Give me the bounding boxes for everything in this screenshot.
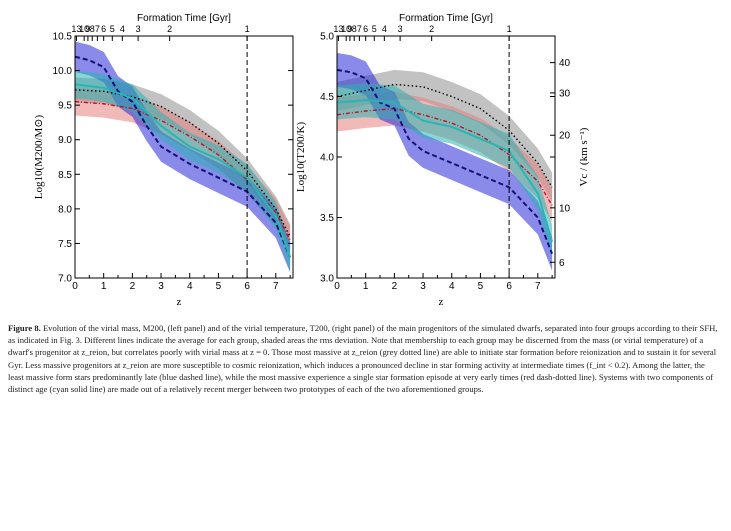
top-tick-label: 7 [95, 24, 100, 34]
x-tick-label: 5 [216, 281, 222, 292]
top-tick-label: 6 [363, 24, 368, 34]
x-axis-label: z [177, 296, 182, 308]
right-tick-label: 30 [559, 88, 571, 99]
top-tick-label: 2 [429, 24, 434, 34]
y-tick-label: 9.5 [58, 101, 72, 112]
axes-frame [74, 35, 294, 279]
right-tick-label: 10 [559, 203, 571, 214]
top-tick-label: 13 [333, 24, 343, 34]
y-axis-label: Log10(M200/M⊙) [33, 114, 45, 199]
x-tick-label: 6 [506, 281, 512, 292]
top-tick-label: 3 [398, 24, 403, 34]
plot-area [75, 41, 292, 273]
x-axis-label: z [439, 296, 444, 308]
top-tick-label: 9 [347, 24, 352, 34]
top-tick-label: 5 [372, 24, 377, 34]
x-tick-label: 1 [363, 281, 369, 292]
top-axis-label: Formation Time [Gyr] [137, 13, 231, 24]
top-tick-label: 10 [341, 24, 351, 34]
x-tick-label: 4 [449, 281, 455, 292]
caption-label: Figure 8. [8, 323, 41, 333]
top-tick-label: 10 [79, 24, 89, 34]
rms-band-red-dash-dotted [337, 91, 553, 223]
y-tick-label: 7.5 [58, 239, 72, 250]
y-tick-label: 9.0 [58, 135, 72, 146]
y-tick-label: 3.0 [320, 274, 334, 285]
top-tick-label: 1 [245, 24, 250, 34]
series-line-blue-dashed [75, 55, 292, 258]
right-tick-label: 6 [559, 258, 565, 269]
top-tick-label: 7 [357, 24, 362, 34]
top-axis-label: Formation Time [Gyr] [399, 13, 493, 24]
y-tick-label: 7.0 [58, 274, 72, 285]
x-tick-label: 4 [187, 281, 193, 292]
top-tick-label: 2 [167, 24, 172, 34]
series-line-grey-dotted [75, 89, 291, 237]
top-tick-label: 5 [110, 24, 115, 34]
top-tick-label: 6 [101, 24, 106, 34]
right-tick-label: 40 [559, 58, 571, 69]
series-line-blue-dashed [337, 68, 554, 255]
x-tick-label: 0 [72, 281, 78, 292]
y-tick-label: 10.5 [53, 32, 73, 43]
x-tick-label: 6 [244, 281, 250, 292]
y-tick-label: 4.5 [320, 92, 334, 103]
top-tick-label: 9 [85, 24, 90, 34]
x-tick-label: 5 [478, 281, 484, 292]
x-tick-label: 7 [273, 281, 279, 292]
x-tick-label: 2 [130, 281, 136, 292]
top-tick-label: 13 [71, 24, 81, 34]
x-tick-label: 7 [535, 281, 541, 292]
right-axis-label: Vc / (km s⁻¹) [578, 127, 590, 186]
top-tick-label: 8 [90, 24, 95, 34]
plot-area [337, 52, 554, 271]
y-tick-label: 3.5 [320, 213, 334, 224]
x-tick-label: 2 [392, 281, 398, 292]
series-line-red-dash-dotted [337, 107, 553, 206]
y-tick-label: 8.0 [58, 204, 72, 215]
x-tick-label: 3 [420, 281, 426, 292]
caption-text: Evolution of the virial mass, M200, (lef… [8, 323, 718, 395]
x-tick-label: 1 [101, 281, 107, 292]
y-tick-label: 8.5 [58, 170, 72, 181]
y-tick-label: 5.0 [320, 32, 334, 43]
series-line-cyan-solid [75, 83, 292, 258]
top-tick-label: 4 [120, 24, 125, 34]
right-tick-label: 20 [559, 131, 571, 142]
top-tick-label: 8 [352, 24, 357, 34]
top-tick-label: 4 [382, 24, 387, 34]
y-axis-label: Log10(T200/K) [295, 122, 307, 193]
figure-caption: Figure 8. Evolution of the virial mass, … [8, 322, 720, 395]
x-tick-label: 3 [158, 281, 164, 292]
x-tick-label: 0 [334, 281, 340, 292]
series-line-cyan-solid [337, 99, 554, 242]
y-tick-label: 4.0 [320, 153, 334, 164]
y-tick-label: 10.0 [53, 66, 73, 77]
top-tick-label: 3 [136, 24, 141, 34]
top-tick-label: 1 [507, 24, 512, 34]
